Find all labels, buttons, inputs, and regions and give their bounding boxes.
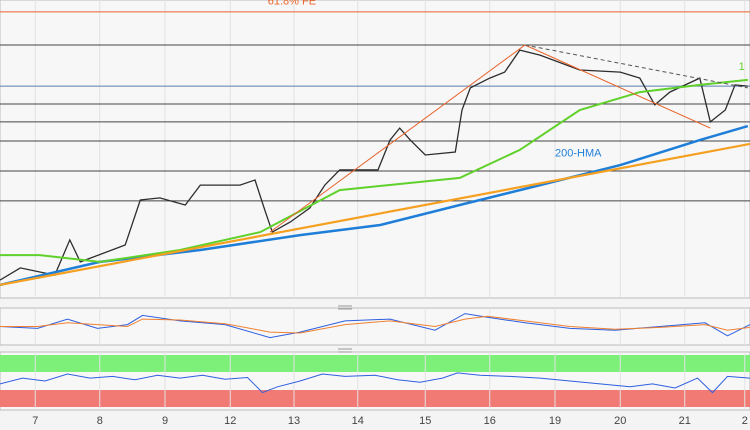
oversold-band [0,390,750,407]
x-tick-label: 19 [549,415,561,427]
x-tick-label: 14 [352,415,364,427]
series-line [0,142,750,286]
x-tick-label: 9 [162,415,168,427]
x-tick-label: 15 [419,415,431,427]
x-tick-label: 2 [742,415,748,427]
series-line [0,78,748,263]
x-tick-label: 20 [614,415,626,427]
annotation: 61.8% FE [268,0,316,7]
series-line [0,372,750,394]
x-tick-label: 7 [32,415,38,427]
series-line [0,315,750,334]
main-panel [0,0,750,299]
x-tick-label: 13 [288,415,300,427]
overbought-band [0,355,750,372]
annotation: 200-HMA [555,147,602,159]
x-tick-label: 21 [679,415,691,427]
x-tick-label: 12 [224,415,236,427]
annotation: 1 [739,61,745,73]
x-tick-label: 16 [484,415,496,427]
x-tick-label: 8 [97,415,103,427]
series-line [524,44,748,89]
panel-handle [338,305,352,353]
